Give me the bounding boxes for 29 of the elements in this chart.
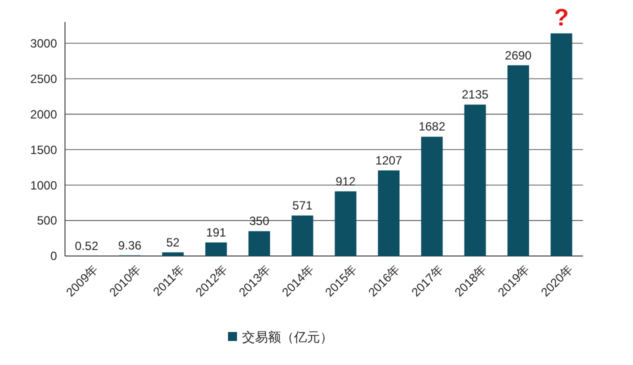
text: 9.36 xyxy=(118,238,142,252)
text: 912 xyxy=(336,174,356,188)
bar xyxy=(292,216,314,256)
bar xyxy=(162,252,184,256)
annotation: ? xyxy=(554,4,569,32)
y-tick-label: 1000 xyxy=(30,178,58,192)
text: 2690 xyxy=(504,48,532,62)
bar xyxy=(334,191,356,256)
y-tick-label: 2000 xyxy=(30,107,58,122)
text: 0.52 xyxy=(74,238,98,253)
bar xyxy=(550,33,572,256)
text: 1207 xyxy=(375,153,402,168)
y-tick-label: 3000 xyxy=(30,36,58,50)
text: 52 xyxy=(166,235,180,250)
text: 2135 xyxy=(462,88,488,102)
bar xyxy=(507,65,530,256)
y-tick-label: 0 xyxy=(50,249,58,264)
bar xyxy=(378,170,400,256)
bar xyxy=(464,104,486,256)
bar xyxy=(248,231,270,256)
bar xyxy=(205,242,227,256)
y-tick-label: 1500 xyxy=(30,142,58,157)
text: 1682 xyxy=(418,120,446,134)
text: 571 xyxy=(292,198,312,213)
legend-label: 交易额（亿元） xyxy=(242,330,333,345)
bar xyxy=(421,136,443,256)
y-tick-label: 2500 xyxy=(30,72,58,86)
text: 191 xyxy=(206,225,226,240)
y-tick-label: 500 xyxy=(36,214,58,228)
